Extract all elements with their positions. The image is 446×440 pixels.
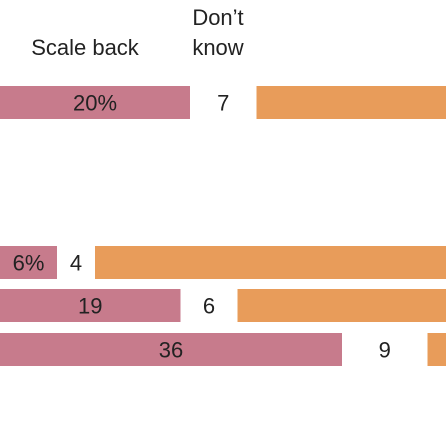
- bar-other-row-1: [256, 86, 446, 119]
- label-dont-know-row-4: 9: [379, 338, 391, 363]
- bar-dont-know-row-2: [57, 246, 95, 279]
- bar-dont-know-row-4: [342, 333, 428, 366]
- bar-other-row-4: [427, 333, 446, 366]
- bar-group: 20% 7 6% 4 19 6 36 9: [0, 86, 446, 366]
- bar-scale-back-row-4: [0, 333, 342, 366]
- label-dont-know-row-3: 6: [203, 294, 215, 319]
- label-scale-back-row-2: 6%: [13, 251, 45, 276]
- bar-other-row-3: [237, 289, 446, 322]
- bar-scale-back-row-1: [0, 86, 190, 119]
- legend-header-scale-back: Scale back: [31, 35, 140, 60]
- label-scale-back-row-1: 20%: [73, 91, 117, 116]
- bar-dont-know-row-3: [180, 289, 238, 322]
- legend-header-dont-know-line1: Don’t: [192, 5, 243, 30]
- bar-other-row-2: [95, 246, 446, 279]
- label-dont-know-row-1: 7: [217, 91, 229, 116]
- label-scale-back-row-3: 19: [78, 294, 102, 319]
- label-scale-back-row-4: 36: [159, 338, 183, 363]
- label-dont-know-row-2: 4: [70, 251, 82, 276]
- bar-scale-back-row-3: [0, 289, 181, 322]
- legend-header-dont-know-line2: know: [192, 35, 243, 60]
- bar-scale-back-row-2: [0, 246, 57, 279]
- bar-dont-know-row-1: [190, 86, 257, 119]
